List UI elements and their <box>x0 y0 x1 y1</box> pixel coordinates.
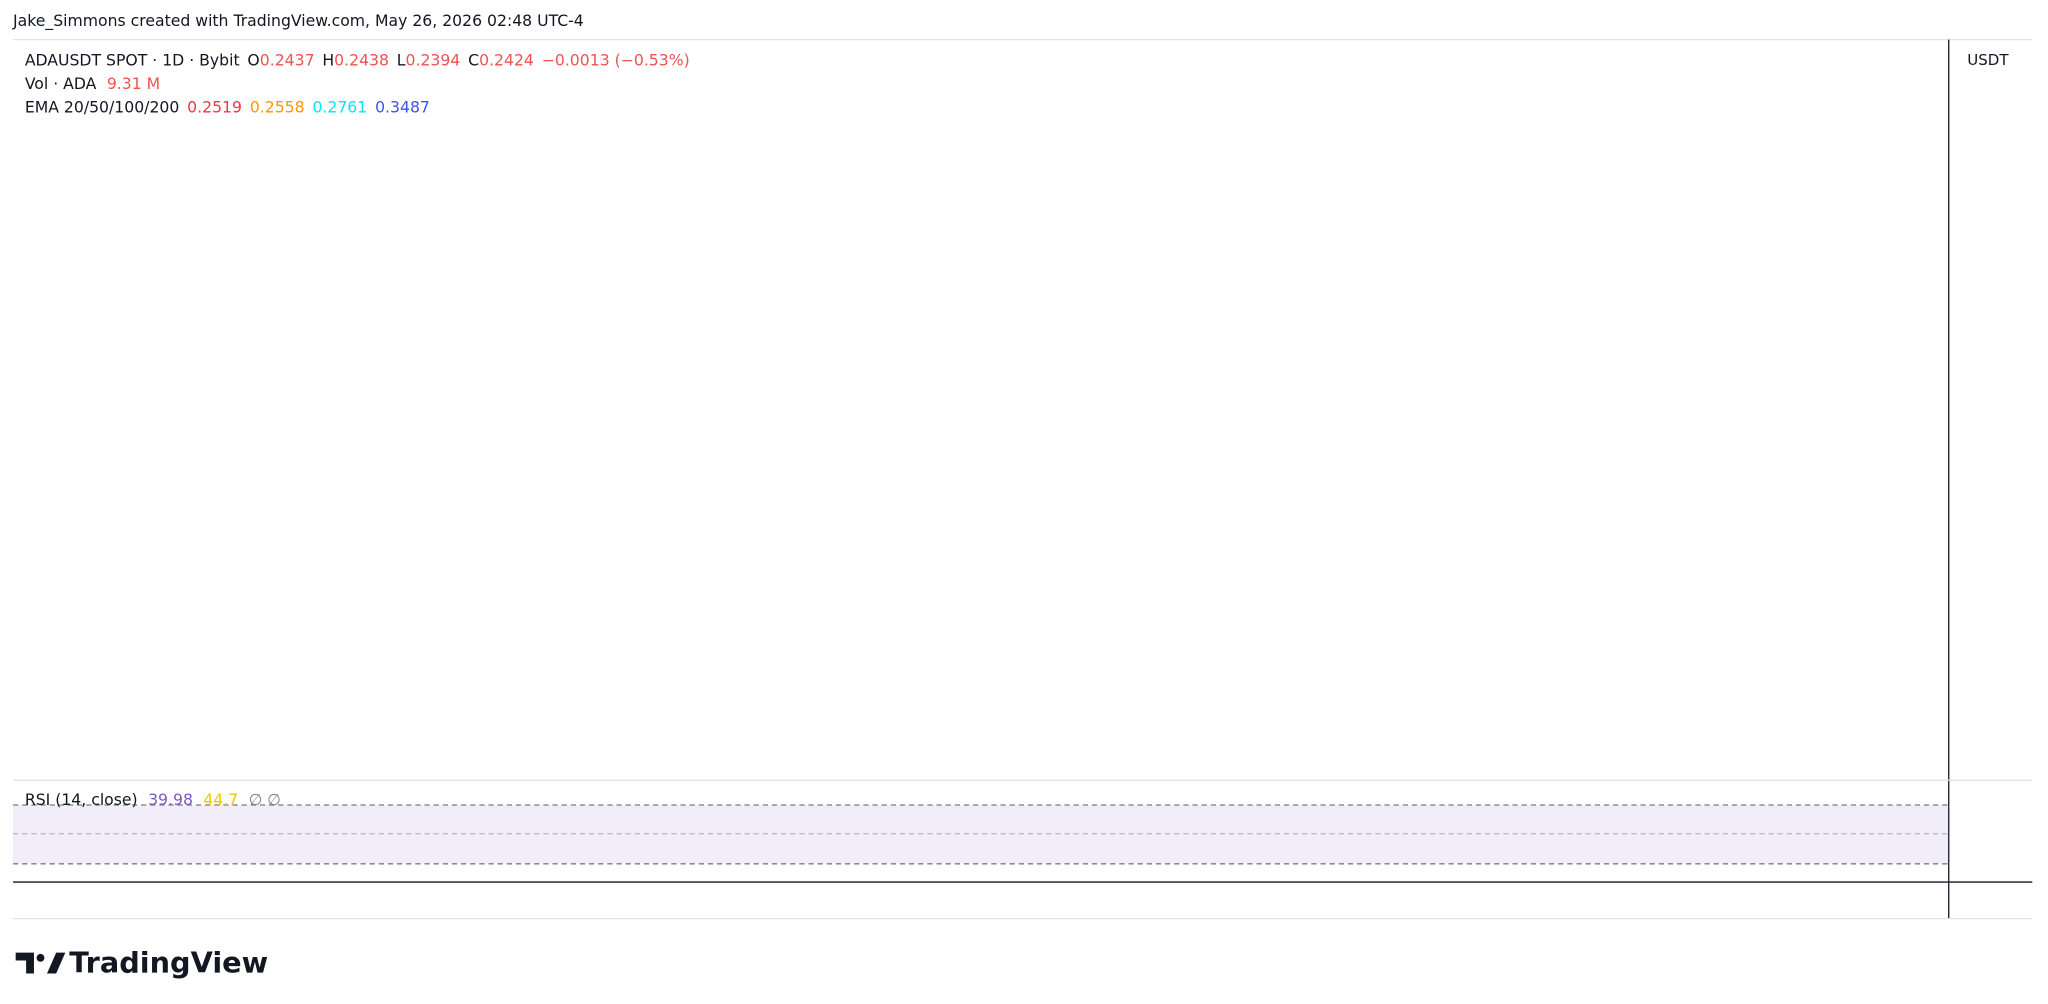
logo: TradingView <box>15 945 268 979</box>
volume-value: 9.31 M <box>107 74 160 93</box>
open: 0.2437 <box>260 50 315 69</box>
brand: TradingView <box>69 945 268 979</box>
h-label: H <box>322 50 334 69</box>
o-label: O <box>247 50 259 69</box>
ema-value: 0.2519 <box>187 97 242 116</box>
legend-ema: EMA 20/50/100/200 0.2519 0.2558 0.2761 0.348… <box>25 97 430 116</box>
logo-dot <box>36 953 45 962</box>
logo-mark <box>15 952 34 974</box>
rsi-flags: ∅ ∅ <box>249 789 281 808</box>
logo-slash <box>47 952 66 974</box>
low: 0.2394 <box>406 50 461 69</box>
legend-rsi: RSI (14, close) 39.98 44.7 ∅ ∅ <box>25 789 281 808</box>
rsi-value: 39.98 <box>148 789 193 808</box>
ema-value: 0.3487 <box>375 97 430 116</box>
change: −0.0013 (−0.53%) <box>542 50 690 69</box>
rsi-ma-value: 44.7 <box>203 789 238 808</box>
legend-symbol: ADAUSDT SPOT · 1D · Bybit O0.2437 H0.2438 L… <box>25 50 690 69</box>
ema-value: 0.2761 <box>312 97 367 116</box>
currency: USDT <box>1967 51 2009 69</box>
rsi-title: RSI (14, close) <box>25 789 138 808</box>
rsi-band <box>13 805 1949 864</box>
volume-name: Vol · ADA <box>25 74 97 93</box>
symbol: ADAUSDT SPOT · 1D · Bybit <box>25 50 240 69</box>
legend-volume: Vol · ADA 9.31 M <box>25 74 160 93</box>
ema-value: 0.2558 <box>250 97 305 116</box>
close: 0.2424 <box>479 50 534 69</box>
high: 0.2438 <box>334 50 389 69</box>
credit: Jake_Simmons created with TradingView.co… <box>12 11 584 31</box>
c-label: C <box>468 50 479 69</box>
l-label: L <box>397 50 406 69</box>
ema-title: EMA 20/50/100/200 <box>25 97 180 116</box>
